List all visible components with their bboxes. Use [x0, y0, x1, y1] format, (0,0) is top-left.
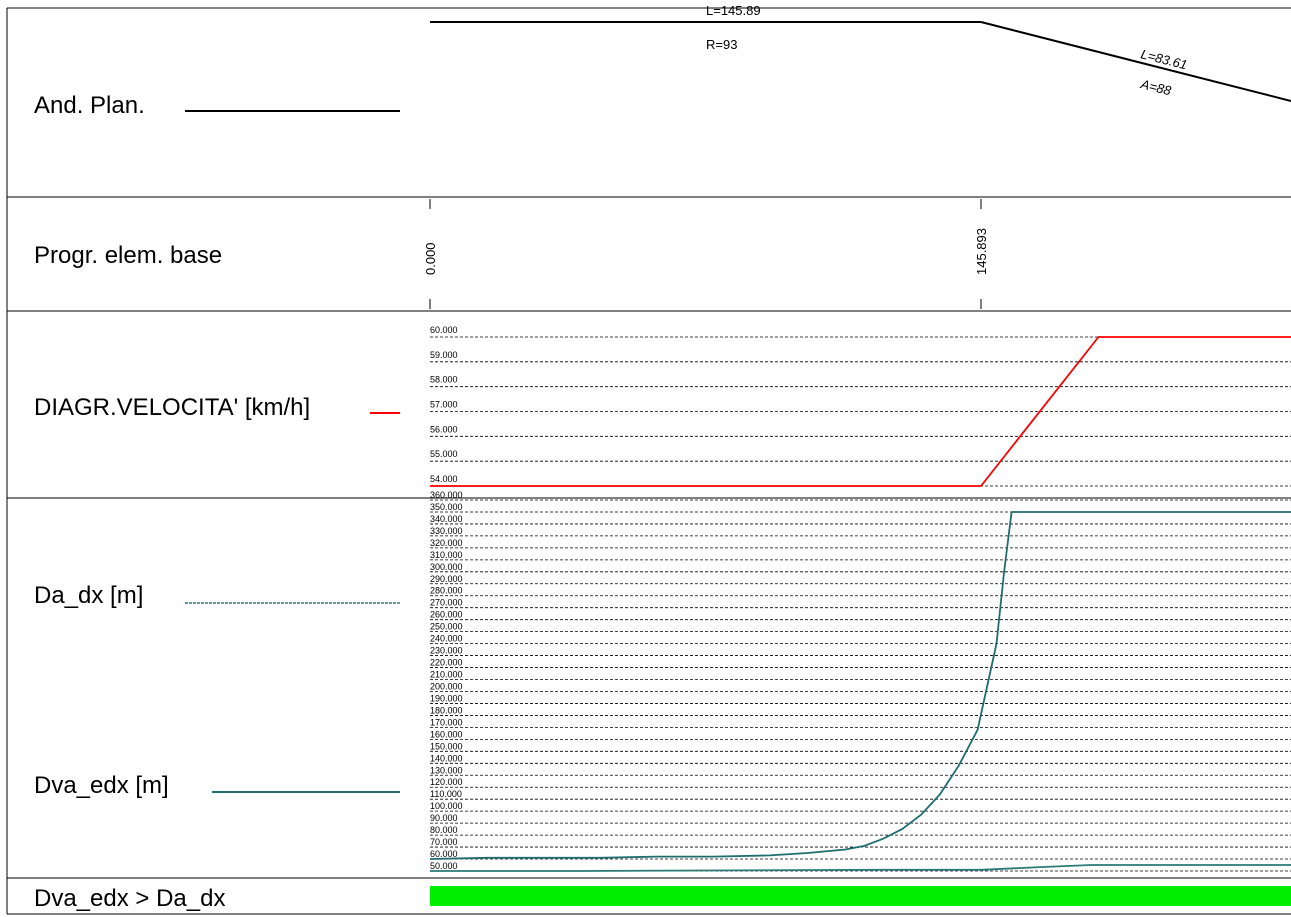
progressive-tick-label: 145.893	[974, 228, 989, 275]
y-tick-label: 57.000	[430, 400, 458, 410]
y-tick-label: 160.000	[430, 729, 463, 739]
y-tick-label: 220.000	[430, 658, 463, 668]
y-tick-label: 58.000	[430, 375, 458, 385]
y-tick-label: 210.000	[430, 670, 463, 680]
y-tick-label: 130.000	[430, 765, 463, 775]
y-tick-label: 140.000	[430, 753, 463, 763]
frame	[6, 7, 1291, 915]
y-tick-label: 56.000	[430, 424, 458, 434]
distance-chart: 50.000 60.000 70.000 80.000 90.000 100.000 110…	[429, 490, 1291, 872]
row-label-speed: DIAGR.VELOCITA' [km/h]	[34, 394, 310, 421]
row-label-da: Da_dx [m]	[34, 582, 143, 609]
y-tick-label: 360.000	[430, 490, 463, 500]
plan-straight-radius: R=93	[706, 37, 737, 52]
y-tick-label: 55.000	[430, 449, 458, 459]
y-tick-label: 250.000	[430, 622, 463, 632]
y-tick-label: 330.000	[430, 526, 463, 536]
progressive-tick-label: 0.000	[423, 242, 438, 275]
y-tick-label: 260.000	[430, 610, 463, 620]
y-tick-label: 230.000	[430, 646, 463, 656]
y-tick-label: 240.000	[430, 634, 463, 644]
y-tick-label: 320.000	[430, 538, 463, 548]
y-tick-label: 180.000	[430, 705, 463, 715]
series-line	[430, 864, 1291, 872]
y-tick-label: 120.000	[430, 777, 463, 787]
plan-clothoid-segment	[980, 21, 1291, 102]
y-tick-label: 60.000	[430, 849, 458, 859]
y-tick-label: 70.000	[430, 837, 458, 847]
row-label-progressive: Progr. elem. base	[34, 242, 222, 269]
y-tick-label: 150.000	[430, 741, 463, 751]
speed-chart: 54.000 55.000 56.000 57.000 58.000 59.000 60.0…	[430, 325, 1291, 487]
y-tick-label: 190.000	[430, 693, 463, 703]
series-line	[429, 511, 1013, 860]
plan-clothoid-param: A=88	[1138, 76, 1173, 98]
row-label-dva: Dva_edx [m]	[34, 772, 169, 799]
y-tick-label: 100.000	[430, 801, 463, 811]
check-result-bar	[430, 886, 1291, 906]
row-label-check: Dva_edx > Da_dx	[34, 885, 225, 912]
y-tick-label: 340.000	[430, 514, 463, 524]
y-tick-label: 300.000	[430, 562, 463, 572]
row-label-plan: And. Plan.	[34, 92, 145, 119]
progressive-ticks: 0.000 145.893	[423, 199, 989, 309]
y-tick-label: 50.000	[430, 861, 458, 871]
y-tick-label: 80.000	[430, 825, 458, 835]
y-tick-label: 59.000	[430, 350, 458, 360]
y-tick-label: 310.000	[430, 550, 463, 560]
y-tick-label: 280.000	[430, 586, 463, 596]
y-tick-label: 110.000	[430, 789, 462, 799]
y-tick-label: 90.000	[430, 813, 458, 823]
plan-straight-length: L=145.89	[706, 3, 761, 18]
y-tick-label: 350.000	[430, 502, 463, 512]
y-tick-label: 60.000	[430, 325, 458, 335]
y-tick-label: 290.000	[430, 574, 463, 584]
y-tick-label: 270.000	[430, 598, 463, 608]
y-tick-label: 170.000	[430, 717, 463, 727]
y-tick-label: 200.000	[430, 681, 463, 691]
plan-alignment: L=145.89 R=93 L=83.61 A=88	[430, 3, 1291, 102]
y-tick-label: 54.000	[430, 474, 458, 484]
series-line	[430, 336, 1291, 487]
